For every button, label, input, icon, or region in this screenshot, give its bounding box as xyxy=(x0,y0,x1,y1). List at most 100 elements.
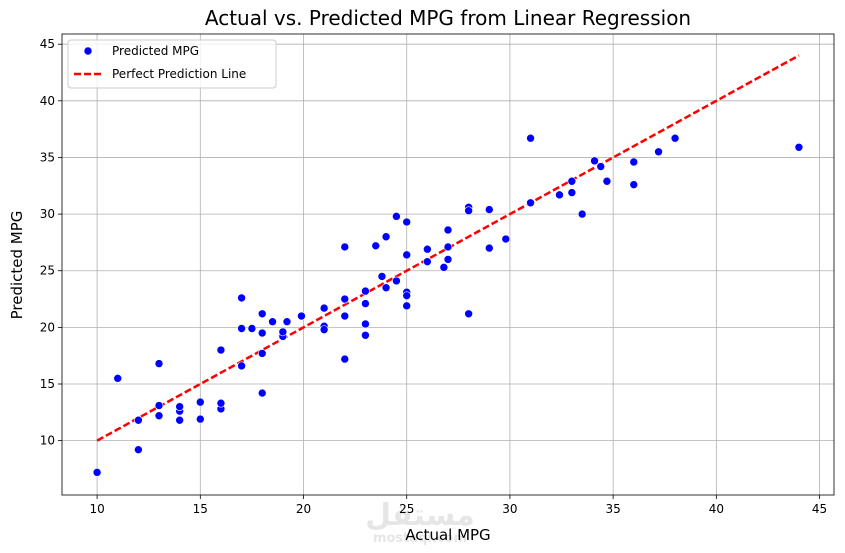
y-tick-label: 15 xyxy=(40,377,55,391)
x-tick-label: 30 xyxy=(502,502,517,516)
y-tick-label: 25 xyxy=(40,264,55,278)
data-point xyxy=(423,257,432,266)
data-point xyxy=(361,299,370,308)
x-axis-ticks: 10 15 20 25 30 35 40 45 xyxy=(89,495,827,516)
scatter-points xyxy=(92,133,804,477)
data-point xyxy=(268,317,277,327)
data-point xyxy=(113,374,123,383)
data-point xyxy=(216,345,226,355)
data-point xyxy=(526,133,535,143)
data-point xyxy=(340,311,350,321)
legend-box xyxy=(67,39,277,89)
data-point xyxy=(402,217,412,227)
data-point xyxy=(195,397,205,407)
data-point xyxy=(392,212,401,221)
chart-title: Actual vs. Predicted MPG from Linear Reg… xyxy=(205,6,691,30)
data-point xyxy=(154,359,164,368)
watermark-logo: مستقل xyxy=(365,498,475,533)
data-point xyxy=(216,398,226,408)
data-point xyxy=(464,309,473,319)
y-tick-label: 40 xyxy=(40,94,55,108)
data-point xyxy=(402,291,412,300)
data-point xyxy=(443,255,453,264)
y-axis-label: Predicted MPG xyxy=(8,211,26,320)
data-point xyxy=(555,190,564,200)
data-point xyxy=(794,142,804,152)
legend-label-perfect: Perfect Prediction Line xyxy=(112,67,246,81)
data-point xyxy=(392,276,401,286)
data-point xyxy=(629,180,639,189)
x-tick-label: 45 xyxy=(812,502,827,516)
data-point xyxy=(257,388,267,398)
grid xyxy=(62,34,834,495)
data-point xyxy=(443,225,453,235)
y-tick-label: 45 xyxy=(40,37,55,51)
data-point xyxy=(670,133,680,143)
data-point xyxy=(237,293,246,303)
data-point xyxy=(484,205,494,214)
data-point xyxy=(134,415,143,425)
data-point xyxy=(237,361,246,371)
data-point xyxy=(402,301,412,311)
data-point xyxy=(381,283,391,293)
y-tick-label: 30 xyxy=(40,207,55,221)
data-point xyxy=(443,242,453,252)
data-point xyxy=(577,209,587,219)
data-point xyxy=(237,324,246,333)
legend: Predicted MPG Perfect Prediction Line xyxy=(67,39,277,89)
data-point xyxy=(278,327,288,337)
data-point xyxy=(361,330,370,340)
data-point xyxy=(567,188,577,197)
legend-marker-predicted xyxy=(83,46,93,56)
data-point xyxy=(257,328,267,338)
data-point xyxy=(154,401,164,410)
data-point xyxy=(526,198,535,208)
y-tick-label: 35 xyxy=(40,150,55,164)
data-point xyxy=(423,244,432,254)
data-point xyxy=(340,294,350,304)
plot-area-frame xyxy=(61,33,835,496)
data-point xyxy=(175,415,184,425)
data-point xyxy=(154,411,164,421)
x-tick-label: 25 xyxy=(399,502,414,516)
data-point xyxy=(596,162,606,171)
data-point xyxy=(361,319,370,329)
data-point xyxy=(377,272,387,281)
x-tick-label: 40 xyxy=(709,502,724,516)
x-tick-label: 20 xyxy=(296,502,311,516)
data-point xyxy=(567,176,577,186)
data-point xyxy=(501,234,511,244)
data-point xyxy=(439,263,449,272)
legend-label-predicted: Predicted MPG xyxy=(112,44,199,58)
data-point xyxy=(134,445,143,454)
data-point xyxy=(319,325,329,334)
data-point xyxy=(381,232,391,242)
data-point xyxy=(340,242,350,252)
data-point xyxy=(340,354,350,364)
data-point xyxy=(195,414,205,424)
x-tick-label: 35 xyxy=(605,502,620,516)
data-point xyxy=(629,157,639,167)
data-point xyxy=(602,176,612,186)
data-point xyxy=(371,241,381,251)
data-point xyxy=(257,349,267,358)
data-point xyxy=(402,250,412,260)
data-point xyxy=(247,324,257,333)
x-axis-label: Actual MPG xyxy=(405,526,490,544)
y-tick-label: 20 xyxy=(40,320,55,334)
data-point xyxy=(484,243,494,253)
x-tick-label: 10 xyxy=(89,502,104,516)
watermark-logo-text: mostaql.com xyxy=(373,531,467,546)
data-point xyxy=(464,206,473,215)
x-tick-label: 15 xyxy=(193,502,208,516)
data-point xyxy=(282,317,292,327)
data-point xyxy=(319,303,329,313)
data-point xyxy=(654,147,663,157)
data-point xyxy=(361,286,370,296)
y-tick-label: 10 xyxy=(40,434,55,448)
data-point xyxy=(297,311,306,321)
data-point xyxy=(175,402,184,411)
data-point xyxy=(92,468,102,477)
data-point xyxy=(590,156,599,166)
